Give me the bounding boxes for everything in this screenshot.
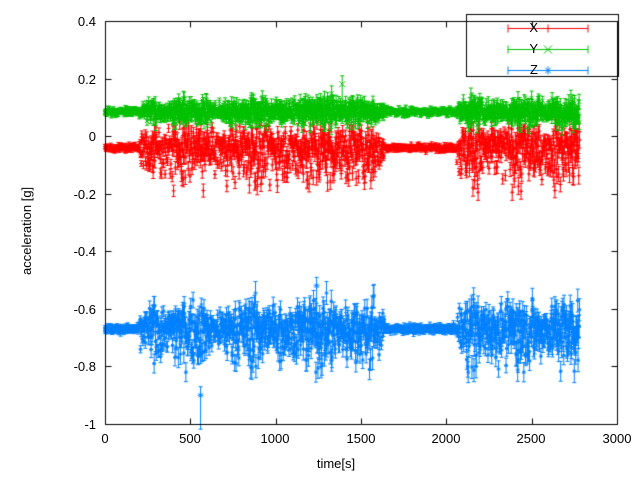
- xtick-label: 500: [179, 431, 201, 446]
- xtick-label: 0: [101, 431, 109, 446]
- xtick-label: 1500: [346, 431, 376, 446]
- ytick-label: -1: [84, 417, 96, 432]
- x-axis-label: time[s]: [316, 456, 356, 471]
- legend-label-y[interactable]: Y: [529, 41, 538, 56]
- y-axis-label: acceleration [g]: [19, 186, 34, 275]
- legend-label-x[interactable]: X: [529, 20, 538, 35]
- xtick-label: 2000: [431, 431, 461, 446]
- xtick-label: 2500: [516, 431, 546, 446]
- xtick-label: 1000: [260, 431, 290, 446]
- ytick-label: 0.4: [77, 14, 96, 29]
- xtick-label: 3000: [602, 431, 632, 446]
- ytick-label: 0.2: [77, 72, 96, 87]
- ytick-label: 0: [88, 129, 96, 144]
- ytick-label: -0.2: [73, 187, 96, 202]
- ytick-label: -0.8: [73, 359, 96, 374]
- ytick-label: -0.6: [73, 302, 96, 317]
- legend-label-z[interactable]: Z: [530, 62, 538, 77]
- ytick-label: -0.4: [73, 244, 96, 259]
